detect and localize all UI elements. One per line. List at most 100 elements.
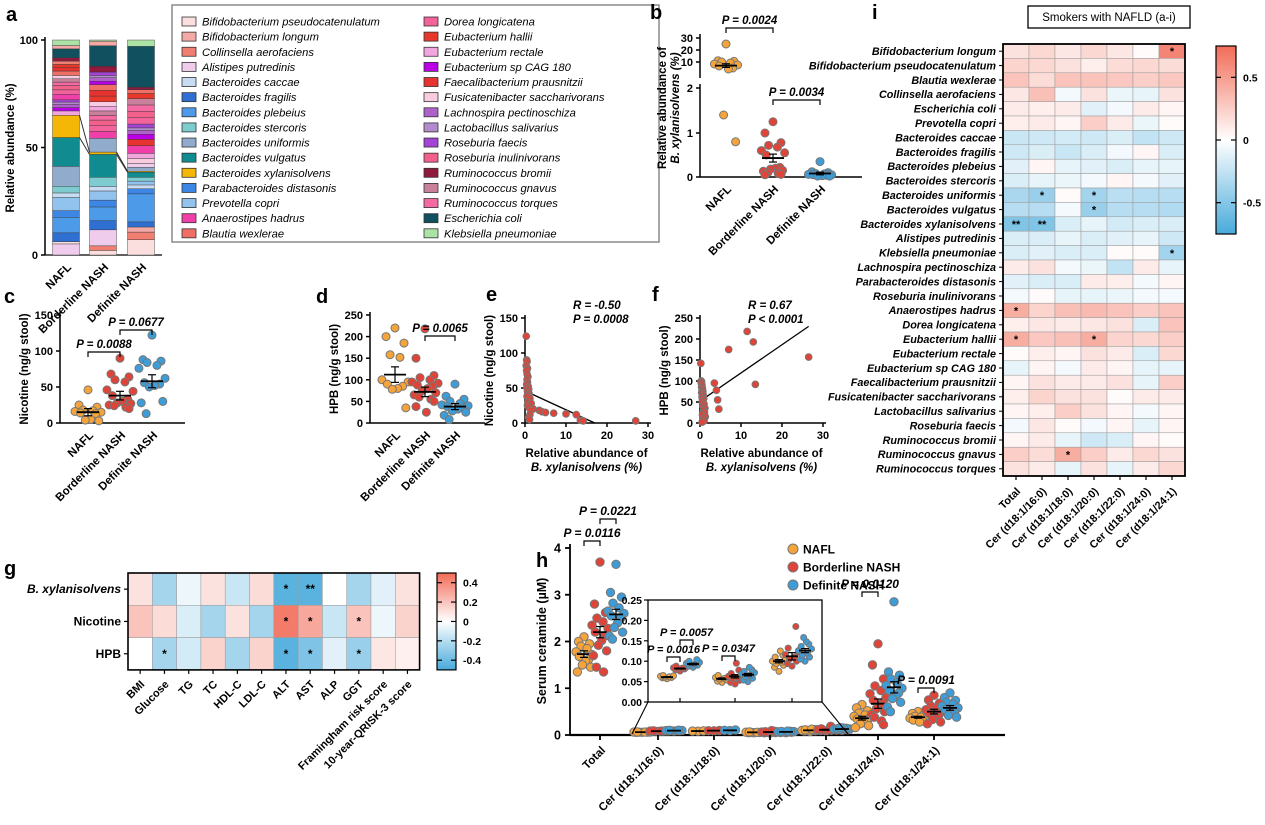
data-point [385,350,395,360]
heatmap-row-label: Dorea longicatena [902,320,996,332]
heatmap-cell [1002,144,1030,160]
data-point [399,338,409,348]
legend-swatch [423,77,439,87]
data-point [94,416,104,426]
connector-line [79,115,90,153]
panel-letter-h: h [536,550,549,572]
bar-segment [127,117,155,125]
heatmap-cell [1028,101,1056,117]
data-point [142,358,152,368]
data-point [595,557,605,567]
heatmap-cell [1028,360,1056,376]
bar-segment [52,60,80,65]
y-tick-label: 200 [345,332,363,344]
heatmap-cell [1158,216,1186,232]
heatmap-cell [1106,432,1134,448]
heatmap-cell [1106,144,1134,160]
inset-connector [631,701,649,735]
bar-segment [127,153,155,159]
heatmap-cell [1028,288,1056,304]
legend-item-label: Alistipes putredinis [201,62,296,74]
y-tick-label: 0 [554,729,561,743]
heatmap-cell [224,572,250,606]
heatmap-cell [1106,418,1134,434]
data-point [549,409,558,418]
y-axis-title: HPB (ng/g stool) [329,324,341,414]
heatmap-cell [1002,130,1030,146]
bar-segment [52,85,80,91]
data-point [745,663,753,671]
heatmap-cell [322,605,347,638]
heatmap-cell [1002,202,1030,218]
data-point [589,599,600,609]
legend-item-label: Faecalibacterium prausnitzii [444,77,583,89]
data-point [525,415,534,424]
heatmap-cell [1158,58,1186,74]
heatmap-cell [1080,274,1108,290]
bar-segment [127,134,155,140]
x-tick-label: 0 [697,430,703,442]
data-point [768,117,778,127]
heatmap-row-label: Eubacterium sp CAG 180 [867,363,996,375]
heatmap-cell [1080,259,1108,275]
heatmap-row-label: Fusicatenibacter saccharivorans [828,392,996,404]
heatmap-cell [224,605,250,638]
bar-segment [89,110,117,116]
heatmap-cell [1132,446,1160,462]
bar-segment [89,66,117,73]
colorbar-tick-label: -0.2 [463,636,481,648]
legend-swatch [181,137,197,148]
heatmap-row-label: Prevotella copri [915,118,997,130]
heatmap-cell [1106,245,1134,261]
bar-segment [89,75,117,78]
heatmap-cell [1028,130,1056,146]
heatmap-cell [1054,403,1082,419]
data-point [719,110,729,120]
heatmap-row-label: Roseburia faecis [910,420,996,432]
heatmap-cell [1054,389,1082,405]
bar-segment [52,210,80,218]
heatmap-cell [273,605,299,638]
legend-swatch [181,92,197,103]
panel-e-scatter: 0 50 100 150 0 10 20 30 Nicotine (ng/g stool) Rel… [484,300,654,474]
data-point [601,646,612,656]
significance-asterisk: * [1014,305,1019,317]
significance-bracket [679,639,694,645]
bar-segment [89,80,117,85]
heatmap-row-label: Bifidobacterium longum [872,46,997,58]
heatmap-row-label: Escherichia coli [914,104,997,116]
heatmap-row-label: Bacteroides uniformis [882,190,996,202]
legend-item-label: Bifidobacterium pseudocatenulatum [202,17,380,29]
heatmap-cell [1080,403,1108,419]
heatmap-cell [1002,158,1030,174]
heatmap-cell [152,605,177,638]
heatmap-cell [1054,432,1082,448]
heatmap-cell [1106,403,1134,419]
heatmap-cell [1080,230,1108,246]
heatmap-cell [1132,432,1160,448]
legend-swatch [181,61,197,72]
heatmap-cell [1028,274,1056,290]
heatmap-cell [1002,432,1030,448]
heatmap-cell [1002,461,1030,477]
heatmap-row-label: Collinsella aerofaciens [879,89,996,101]
p-value-label: P = 0.0347 [702,643,756,655]
axis-tick-label: NAFL [704,184,734,214]
heatmap-cell [1132,187,1160,203]
legend-dot [787,561,799,573]
y-tick-label: 4 [554,542,561,556]
heatmap-cell [1054,202,1082,218]
heatmap-cell [1080,446,1108,462]
axis-tick-label: ALP [318,679,342,703]
y-tick-label: 1 [554,682,561,696]
bar-segment [89,71,117,76]
legend-box [171,4,660,243]
bar-segment [52,89,80,95]
heatmap-cell [322,572,347,606]
y-tick-label: 100 [675,376,693,388]
heatmap-cell [1106,374,1134,390]
data-point [870,681,880,691]
significance-asterisk: * [284,647,289,661]
heatmap-cell [1106,317,1134,333]
